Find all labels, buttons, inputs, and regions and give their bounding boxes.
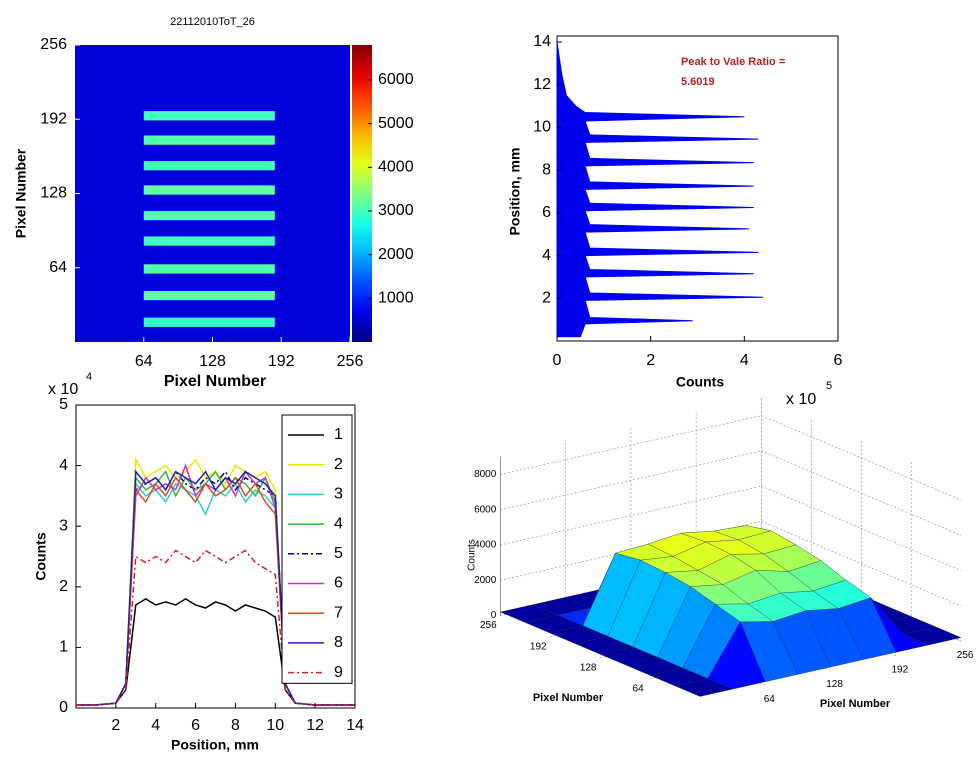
y-tick-label: 256 xyxy=(40,36,67,53)
colorbar-tick-label: 4000 xyxy=(378,159,414,176)
x-tick-label: 192 xyxy=(891,664,908,675)
x-multiplier: x 10 xyxy=(786,391,816,408)
legend-label: 7 xyxy=(334,604,343,621)
y-tick-label: 3 xyxy=(59,517,68,534)
annotation: Peak to Vale Ratio = xyxy=(681,56,785,68)
y-tick-label: 256 xyxy=(480,620,497,631)
y-tick-label: 12 xyxy=(533,76,551,93)
y-tick-label: 64 xyxy=(49,259,67,276)
z-tick-label: 6000 xyxy=(474,504,497,515)
y-tick-label: 4 xyxy=(542,247,551,264)
legend-label: 1 xyxy=(334,426,343,443)
y-tick-label: 128 xyxy=(40,185,67,202)
z-tick-label: 2000 xyxy=(474,575,497,586)
grid-line xyxy=(761,485,962,571)
x-tick-label: 2 xyxy=(111,717,120,734)
stripe xyxy=(143,161,275,171)
z-tick-label: 4000 xyxy=(474,540,497,551)
legend-label: 8 xyxy=(334,634,343,651)
legend-label: 6 xyxy=(334,575,343,592)
x-tick-label: 64 xyxy=(135,353,153,370)
legend-label: 4 xyxy=(334,515,343,532)
grid-line xyxy=(500,485,762,546)
x-tick-label: 192 xyxy=(268,353,295,370)
colorbar-tick-label: 5000 xyxy=(378,115,414,132)
x-axis-label: Counts xyxy=(676,374,724,390)
annotation: 5.6019 xyxy=(681,76,715,88)
y-tick-label: 64 xyxy=(633,684,645,695)
x-axis-label: Pixel Number xyxy=(820,698,891,710)
x-tick-label: 8 xyxy=(231,717,240,734)
y-tick-label: 1 xyxy=(59,639,68,656)
x-tick-label: 256 xyxy=(957,650,974,661)
stripe xyxy=(143,210,275,221)
y-tick-label: 8 xyxy=(542,161,551,178)
series-line xyxy=(76,549,355,706)
x-tick-label: 14 xyxy=(346,717,364,734)
x-tick-label: 4 xyxy=(151,717,160,734)
colorbar-tick-label: 6000 xyxy=(378,71,414,88)
x-tick-label: 6 xyxy=(834,352,843,369)
z-tick-label: 0 xyxy=(491,610,497,621)
stripe xyxy=(143,236,275,246)
chart-title: 22112010ToT_26 xyxy=(170,16,255,28)
y-exponent: 4 xyxy=(86,371,92,383)
y-multiplier: x 10 xyxy=(48,381,78,398)
legend-label: 3 xyxy=(334,486,343,503)
x-tick-label: 0 xyxy=(553,352,562,369)
y-axis-label: Pixel Number xyxy=(13,148,29,238)
y-tick-label: 10 xyxy=(533,119,551,136)
stripe xyxy=(143,135,275,145)
z-tick-label: 8000 xyxy=(474,469,497,480)
x-axis-label: Position, mm xyxy=(171,737,259,753)
x-tick-label: 2 xyxy=(646,352,655,369)
x-tick-label: 128 xyxy=(199,353,226,370)
y-tick-label: 4 xyxy=(59,457,68,474)
y-tick-label: 6 xyxy=(542,204,551,221)
y-axis-label: Position, mm xyxy=(507,148,523,236)
colorbar-tick-label: 3000 xyxy=(378,202,414,219)
x-axis-label: Pixel Number xyxy=(164,373,266,390)
colorbar-tick-label: 1000 xyxy=(378,290,414,307)
series-line xyxy=(76,598,355,706)
y-tick-label: 192 xyxy=(40,110,67,127)
stripe xyxy=(143,290,275,301)
legend xyxy=(281,414,353,684)
y-axis-label: Counts xyxy=(33,532,49,580)
series-line xyxy=(76,469,355,706)
y-tick-label: 128 xyxy=(580,662,597,673)
y-axis-label: Pixel Number xyxy=(533,692,604,704)
legend-label: 2 xyxy=(334,456,343,473)
colorbar-tick-label: 2000 xyxy=(378,246,414,263)
legend-label: 9 xyxy=(334,664,343,681)
colorbar xyxy=(352,45,372,342)
stripe xyxy=(143,111,275,121)
x-tick-label: 6 xyxy=(191,717,200,734)
x-tick-label: 12 xyxy=(306,717,324,734)
surface-patch xyxy=(674,678,734,697)
x-tick-label: 10 xyxy=(266,717,284,734)
grid-line xyxy=(761,521,962,607)
y-tick-label: 2 xyxy=(542,290,551,307)
x-tick-label: 256 xyxy=(337,353,364,370)
x-exponent: 5 xyxy=(826,380,832,392)
y-tick-label: 14 xyxy=(533,33,551,50)
y-tick-label: 2 xyxy=(59,578,68,595)
y-tick-label: 5 xyxy=(59,396,68,413)
x-tick-label: 64 xyxy=(764,694,776,705)
y-tick-label: 0 xyxy=(59,699,68,716)
z-axis-label: Counts xyxy=(467,539,478,571)
y-tick-label: 192 xyxy=(530,641,547,652)
x-tick-label: 128 xyxy=(826,679,843,690)
stripe xyxy=(143,317,275,327)
profile-area xyxy=(556,41,764,338)
legend-label: 5 xyxy=(334,545,343,562)
stripe xyxy=(143,264,275,274)
x-tick-label: 4 xyxy=(740,352,749,369)
stripe xyxy=(143,185,275,195)
